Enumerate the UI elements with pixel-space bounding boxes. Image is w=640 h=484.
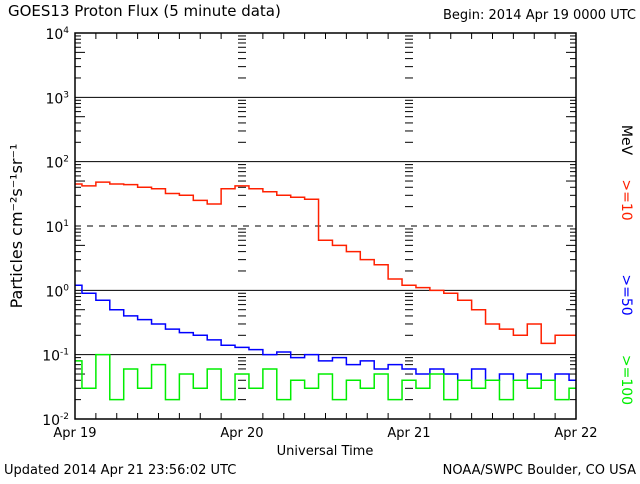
grid [75, 33, 576, 419]
legend-ge10: >=10 [618, 179, 634, 220]
series-line-ge10 [75, 181, 576, 345]
y-tick-label: 101 [45, 219, 69, 236]
y-tick-label: 100 [45, 283, 69, 300]
begin-label: Begin: 2014 Apr 19 0000 UTC [443, 8, 636, 23]
unit-label: MeV [618, 125, 634, 156]
y-tick-label: 102 [45, 155, 69, 172]
series-line-ge50 [75, 284, 576, 382]
updated-label: Updated 2014 Apr 21 23:56:02 UTC [4, 463, 236, 478]
x-tick-labels: Apr 19 Apr 20 Apr 21 Apr 22 [53, 426, 597, 441]
legend-ge100: >=100 [618, 355, 634, 405]
x-tick-label: Apr 20 [220, 426, 263, 441]
series-line-ge100 [75, 353, 576, 401]
x-tick-label: Apr 19 [53, 426, 96, 441]
x-tick-label: Apr 22 [554, 426, 597, 441]
x-axis-label: Universal Time [277, 444, 374, 459]
chart-title: GOES13 Proton Flux (5 minute data) [8, 2, 281, 20]
y-tick-label: 103 [45, 90, 69, 107]
series-lines [75, 181, 576, 401]
y-tick-label: 10-2 [42, 412, 69, 429]
legend-ge50: >=50 [618, 274, 634, 315]
y-tick-label: 10-1 [42, 348, 69, 365]
y-tick-labels: 104 103 102 101 100 10-1 10-2 [42, 26, 69, 429]
y-tick-label: 104 [45, 26, 69, 43]
plot-frame [74, 32, 577, 420]
x-tick-label: Apr 21 [387, 426, 430, 441]
source-label: NOAA/SWPC Boulder, CO USA [443, 463, 636, 478]
y-axis-label: Particles cm⁻²s⁻¹sr⁻¹ [7, 144, 26, 309]
